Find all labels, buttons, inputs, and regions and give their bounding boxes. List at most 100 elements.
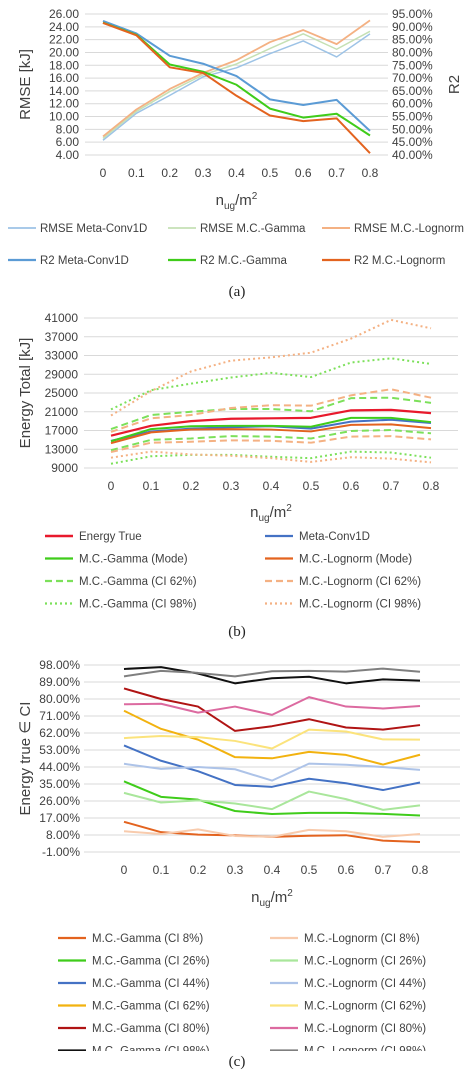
legend-label: M.C.-Gamma (CI 80%) (92, 1023, 210, 1035)
y-tick-label: 71.00% (39, 709, 80, 723)
y2-tick-label: 75.00% (392, 58, 433, 72)
panel-c: -1.00% 8.00% 17.00% 26.00% 35.00% 44.00% 53.00… (0, 646, 474, 1058)
series-line-5 (123, 762, 421, 782)
series-line-10 (123, 666, 421, 685)
x-tick-label: 0.1 (153, 863, 170, 877)
series-line-8 (123, 687, 421, 732)
x-axis-label: nug/m2 (216, 191, 258, 212)
series-line-5 (102, 22, 371, 154)
x-tick-label: 0.2 (183, 479, 200, 493)
y-tick-label: 26.00 (49, 7, 79, 21)
y2-tick-label: 95.00% (392, 7, 433, 21)
series-line-1 (123, 828, 421, 838)
x-tick-label: 0.4 (228, 166, 245, 180)
x-tick-label: 0.7 (328, 166, 345, 180)
legend-label: M.C.-Gamma (CI 62%) (92, 1001, 210, 1013)
caption-a: (a) (228, 284, 246, 300)
y-tick-label: -1.00% (42, 845, 80, 859)
x-axis-label: nug/m2 (251, 888, 293, 909)
y2-tick-label: 80.00% (392, 45, 433, 59)
x-tick-label: 0.3 (223, 479, 240, 493)
chart-a-rmse-r2: 4.006.008.0010.0012.0014.0016.0018.0020.… (8, 7, 464, 267)
series-line-0 (102, 33, 371, 141)
caption-b: (b) (228, 624, 246, 640)
series-line-3 (102, 19, 371, 132)
x-tick-label: 0 (108, 479, 115, 493)
legend-label: RMSE Meta-Conv1D (40, 223, 147, 235)
series-line-11 (123, 667, 421, 678)
legend-label: M.C.-Gamma (CI 62%) (79, 576, 197, 588)
y-tick-label: 17000 (45, 424, 79, 438)
legend-label: RMSE M.C.-Gamma (200, 223, 306, 235)
series-line-0 (123, 820, 421, 843)
x-tick-label: 0.1 (143, 479, 160, 493)
legend-label: M.C.-Lognorm (CI 80%) (304, 1023, 426, 1035)
y-tick-label: 26.00% (39, 794, 80, 808)
legend-label: R2 M.C.-Lognorm (354, 255, 445, 267)
y-tick-label: 25000 (45, 386, 79, 400)
series-line-4 (123, 744, 421, 792)
y2-axis-label: R2 (446, 75, 463, 94)
y2-tick-label: 65.00% (392, 84, 433, 98)
y-axis-label: Energy Total [kJ] (17, 338, 34, 449)
legend-label: M.C.-Lognorm (CI 62%) (304, 1001, 426, 1013)
x-tick-label: 0.8 (362, 166, 379, 180)
legend-label: M.C.-Lognorm (Mode) (299, 554, 412, 566)
y-tick-label: 20.00 (49, 45, 79, 59)
x-axis-label: nug/m2 (250, 503, 292, 524)
legend-label: M.C.-Lognorm (CI 98%) (304, 1046, 426, 1052)
y2-tick-label: 45.00% (392, 135, 433, 149)
legend-label: M.C.-Gamma (CI 98%) (79, 599, 197, 611)
y-tick-label: 24.00 (49, 20, 79, 34)
series-line-0 (110, 408, 432, 437)
x-tick-label: 0.1 (128, 166, 145, 180)
y-tick-label: 80.00% (39, 692, 80, 706)
legend-label: M.C.-Lognorm (CI 44%) (304, 978, 426, 990)
x-tick-label: 0.4 (264, 863, 281, 877)
series-line-9 (123, 696, 421, 716)
y-tick-label: 16.00 (49, 71, 79, 85)
y-tick-label: 33000 (45, 349, 79, 363)
x-tick-label: 0.8 (412, 863, 429, 877)
y-tick-label: 98.00% (39, 658, 80, 672)
y2-tick-label: 90.00% (392, 20, 433, 34)
y-tick-label: 13000 (45, 442, 79, 456)
y-tick-label: 14.00 (49, 84, 79, 98)
series-line-11 (110, 450, 432, 464)
panel-a: 4.00 6.00 8.00 10.00 12.00 14.00 16.00 18.00 20.… (0, 0, 474, 305)
y-tick-label: 44.00% (39, 760, 80, 774)
y-tick-label: 9000 (51, 461, 78, 475)
series-line-7 (110, 318, 432, 417)
caption-c: (c) (228, 1054, 246, 1070)
legend-label: M.C.-Gamma (CI 8%) (92, 933, 203, 945)
legend-label: M.C.-Lognorm (CI 62%) (299, 576, 421, 588)
x-tick-label: 0.2 (161, 166, 178, 180)
x-tick-label: 0.3 (227, 863, 244, 877)
y-tick-label: 8.00 (56, 122, 80, 136)
y-tick-label: 62.00% (39, 726, 80, 740)
y-tick-label: 29000 (45, 367, 79, 381)
legend-label: Meta-Conv1D (299, 531, 370, 543)
x-tick-label: 0 (121, 863, 128, 877)
x-tick-label: 0.5 (303, 479, 320, 493)
legend-label: M.C.-Gamma (Mode) (79, 554, 188, 566)
y-tick-label: 12.00 (49, 97, 79, 111)
x-tick-label: 0.7 (383, 479, 400, 493)
series-line-1 (102, 30, 371, 139)
legend-label: M.C.-Lognorm (CI 26%) (304, 956, 426, 968)
x-tick-label: 0.5 (301, 863, 318, 877)
chart-b-energy-total: 9000 13000 17000 21000 25000 29000 33000 37000 4… (17, 311, 458, 611)
y-tick-label: 8.00% (46, 828, 80, 842)
series-line-10 (110, 450, 432, 465)
y2-tick-label: 40.00% (392, 148, 433, 162)
series-line-3 (110, 423, 432, 445)
y-tick-label: 41000 (45, 311, 79, 325)
x-tick-label: 0 (100, 166, 107, 180)
y2-tick-label: 50.00% (392, 122, 433, 136)
y-tick-label: 22.00 (49, 33, 79, 47)
legend-label: Energy True (79, 531, 142, 543)
y-tick-label: 17.00% (39, 811, 80, 825)
legend-label: M.C.-Lognorm (CI 8%) (304, 933, 420, 945)
x-tick-label: 0.6 (343, 479, 360, 493)
legend-label: M.C.-Gamma (CI 98%) (92, 1046, 210, 1052)
